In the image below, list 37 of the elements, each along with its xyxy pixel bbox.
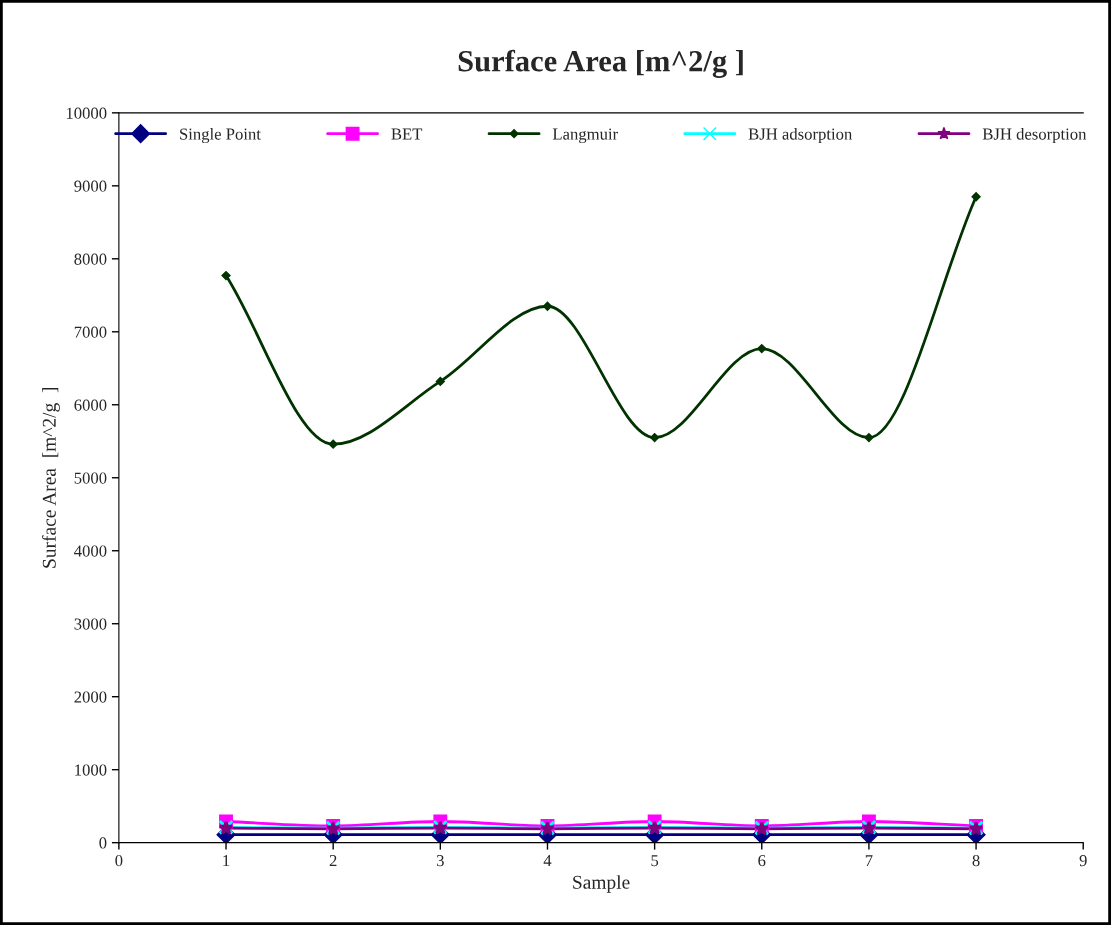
y-tick-label: 10000 — [66, 107, 107, 119]
point — [864, 432, 874, 443]
legend-label: Langmuir — [552, 128, 618, 144]
y-tick-label: 5000 — [74, 472, 107, 484]
y-tick-label: 8000 — [74, 253, 107, 265]
y-axis-title: Surface Area [m^2/g ] — [41, 387, 60, 568]
x-tick-label: 8 — [972, 854, 980, 867]
y-tick-label: 2000 — [74, 691, 107, 703]
point — [328, 439, 338, 449]
point — [435, 376, 445, 387]
x-tick-label: 6 — [758, 855, 766, 867]
y-tick-label: 1000 — [75, 764, 107, 776]
legend-label: BET — [391, 128, 423, 140]
y-tick-label: 0 — [99, 837, 107, 849]
point — [650, 432, 660, 443]
x-tick-label: 2 — [329, 855, 337, 867]
point — [542, 301, 553, 311]
chart-title: Surface Area [m^2/g ] — [458, 49, 743, 78]
x-tick-label: 9 — [1079, 855, 1087, 867]
x-tick-label: 0 — [115, 854, 123, 867]
x-tick-label: 5 — [651, 855, 659, 867]
x-tick-label: 3 — [436, 855, 444, 867]
x-tick-label: 1 — [223, 855, 230, 867]
point — [971, 192, 981, 202]
y-tick-label: 4000 — [74, 545, 107, 557]
legend-label: BJH desorption — [982, 127, 1087, 144]
legend-label: Single Point — [180, 127, 261, 144]
x-tick-label: 7 — [865, 855, 873, 867]
point — [221, 270, 231, 281]
y-tick-label: 7000 — [74, 326, 107, 338]
legend-label: BJH adsorption — [748, 127, 853, 144]
y-tick-label: 6000 — [74, 399, 107, 411]
point — [757, 343, 767, 354]
y-tick-label: 9000 — [74, 180, 107, 192]
x-tick-label: 4 — [543, 855, 552, 867]
x-axis-title: Sample — [573, 875, 630, 893]
y-tick-label: 3000 — [74, 618, 107, 630]
